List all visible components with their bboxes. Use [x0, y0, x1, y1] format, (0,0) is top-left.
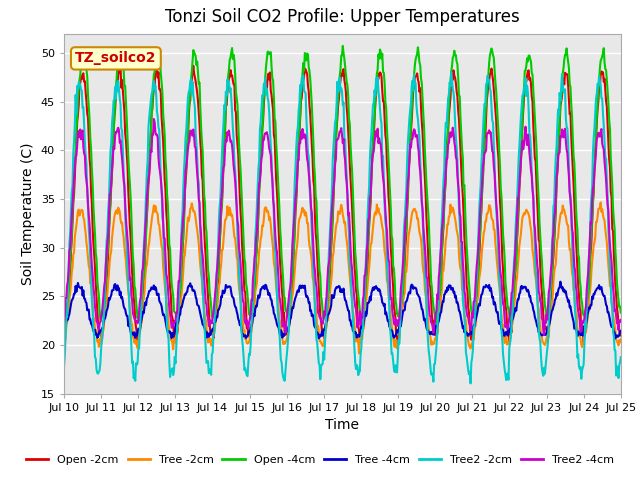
Line: Tree2 -4cm: Tree2 -4cm: [64, 119, 621, 335]
Line: Open -4cm: Open -4cm: [64, 46, 621, 324]
Open -2cm: [506, 341, 513, 347]
Tree -4cm: [214, 314, 221, 320]
Open -2cm: [70, 191, 78, 197]
Open -4cm: [617, 310, 625, 315]
Tree2 -4cm: [60, 319, 68, 325]
Tree2 -4cm: [411, 128, 419, 133]
Text: TZ_soilco2: TZ_soilco2: [75, 51, 157, 65]
Tree -4cm: [70, 291, 78, 297]
Tree -2cm: [214, 304, 221, 310]
Tree -2cm: [411, 206, 419, 212]
Tree2 -4cm: [70, 176, 78, 182]
Tree -4cm: [127, 332, 135, 337]
Tree -2cm: [355, 350, 363, 356]
Open -2cm: [60, 330, 68, 336]
Open -2cm: [189, 63, 197, 69]
Open -2cm: [411, 74, 419, 80]
Tree2 -2cm: [410, 72, 418, 78]
Tree2 -4cm: [617, 317, 625, 323]
Legend: Open -2cm, Tree -2cm, Open -4cm, Tree -4cm, Tree2 -2cm, Tree2 -4cm: Open -2cm, Tree -2cm, Open -4cm, Tree -4…: [22, 451, 618, 469]
Open -4cm: [432, 321, 440, 326]
Tree2 -2cm: [184, 96, 192, 101]
Tree -4cm: [557, 279, 564, 285]
Tree2 -2cm: [127, 343, 135, 349]
Tree2 -4cm: [185, 141, 193, 146]
Open -4cm: [127, 212, 135, 218]
Open -4cm: [428, 278, 435, 284]
Tree2 -2cm: [467, 381, 474, 386]
Tree -4cm: [184, 285, 192, 290]
Open -2cm: [617, 333, 625, 338]
Tree -4cm: [315, 336, 323, 341]
X-axis label: Time: Time: [325, 418, 360, 432]
Y-axis label: Soil Temperature (C): Soil Temperature (C): [21, 143, 35, 285]
Open -4cm: [214, 275, 221, 280]
Line: Tree -4cm: Tree -4cm: [64, 282, 621, 338]
Line: Tree2 -2cm: Tree2 -2cm: [64, 72, 621, 384]
Tree -4cm: [60, 330, 68, 336]
Tree -4cm: [617, 328, 625, 334]
Tree -2cm: [70, 250, 78, 255]
Tree2 -2cm: [70, 138, 78, 144]
Tree -4cm: [428, 329, 435, 335]
Tree2 -4cm: [540, 332, 548, 337]
Line: Open -2cm: Open -2cm: [64, 66, 621, 344]
Tree2 -2cm: [426, 363, 434, 369]
Tree2 -4cm: [428, 319, 435, 325]
Open -2cm: [127, 252, 135, 258]
Tree2 -2cm: [617, 354, 625, 360]
Line: Tree -2cm: Tree -2cm: [64, 203, 621, 353]
Tree -2cm: [597, 200, 605, 205]
Tree -2cm: [127, 321, 135, 326]
Open -4cm: [184, 128, 192, 133]
Tree2 -4cm: [127, 293, 135, 299]
Tree -2cm: [60, 338, 68, 344]
Tree -2cm: [184, 215, 192, 220]
Tree2 -2cm: [447, 69, 455, 75]
Open -4cm: [70, 170, 78, 176]
Tree -4cm: [411, 285, 419, 291]
Open -4cm: [60, 309, 68, 315]
Open -2cm: [184, 136, 192, 142]
Tree2 -2cm: [214, 260, 221, 265]
Open -4cm: [411, 63, 419, 69]
Tree2 -4cm: [214, 252, 222, 258]
Tree -2cm: [617, 336, 625, 342]
Tree2 -2cm: [60, 364, 68, 370]
Open -2cm: [214, 282, 222, 288]
Open -2cm: [428, 295, 435, 301]
Tree2 -4cm: [150, 116, 157, 122]
Tree -2cm: [428, 342, 435, 348]
Open -4cm: [339, 43, 347, 49]
Title: Tonzi Soil CO2 Profile: Upper Temperatures: Tonzi Soil CO2 Profile: Upper Temperatur…: [165, 9, 520, 26]
